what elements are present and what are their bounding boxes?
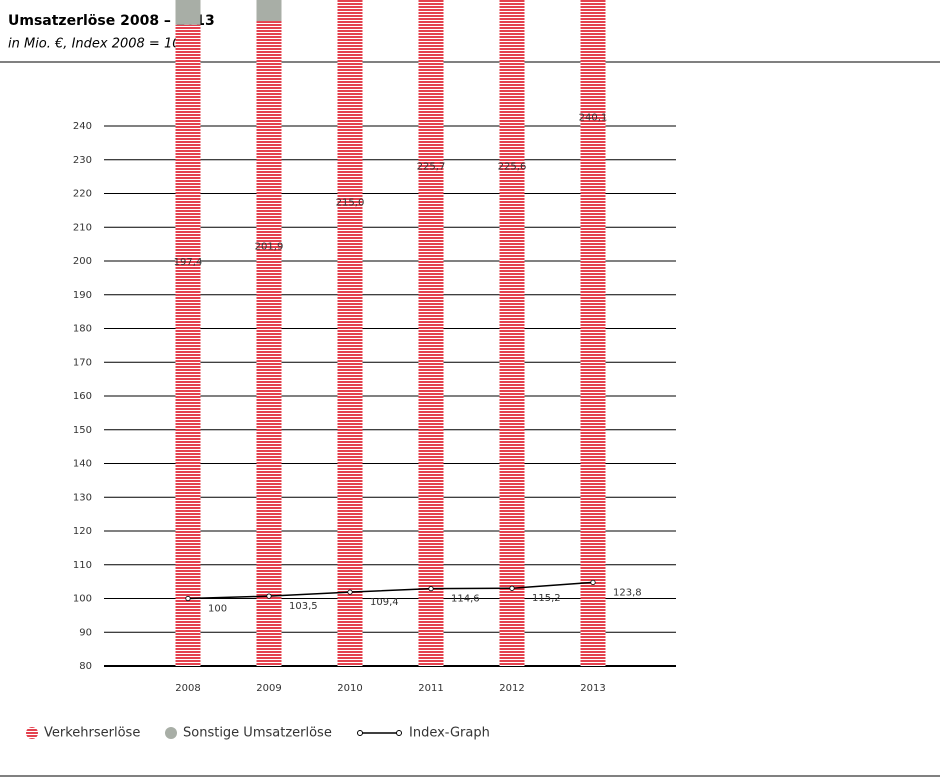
total-label: 225,6 [498,162,527,173]
bar-segment [580,0,606,666]
total-label: 215,0 [336,197,365,208]
y-tick-label: 150 [73,425,92,436]
bar-segment [175,24,201,666]
legend-label: Sonstige Umsatzerlöse [183,726,332,741]
legend-label: Verkehrserlöse [44,726,140,741]
total-label: 197,4 [174,257,203,268]
y-tick-label: 90 [79,627,92,638]
chart-subtitle: in Mio. €, Index 2008 = 100 [8,37,189,52]
legend-marker [165,727,177,739]
legend-label: Index-Graph [409,726,490,741]
index-point [347,589,353,595]
index-label: 100 [208,604,227,615]
x-tick-label: 2008 [175,683,200,694]
bar-segment [499,0,525,666]
y-tick-label: 80 [79,661,92,672]
bar-segment [418,0,444,667]
x-tick-label: 2009 [256,683,281,694]
total-label: 240,1 [579,113,608,124]
x-tick-label: 2011 [418,683,443,694]
legend-marker [396,730,402,736]
total-label: 201,9 [255,242,284,253]
y-tick-label: 190 [73,290,92,301]
y-tick-label: 120 [73,526,92,537]
bar-segment [175,0,201,25]
y-tick-label: 200 [73,256,92,267]
y-tick-label: 160 [73,391,92,402]
bar-segment [337,0,363,667]
index-point [590,579,596,586]
index-line [187,581,594,600]
chart-title: Umsatzerlöse 2008 – 2013 [8,13,215,29]
legend-marker [357,730,363,736]
y-tick-label: 110 [73,560,92,571]
x-tick-label: 2012 [499,683,524,694]
y-tick-label: 180 [73,324,92,335]
y-tick-label: 140 [73,459,92,470]
y-tick-label: 130 [73,492,92,503]
y-tick-label: 170 [73,357,92,368]
x-tick-label: 2013 [580,683,605,694]
index-point [266,593,272,599]
index-point [185,595,191,602]
index-point [509,585,515,591]
y-tick-label: 230 [73,155,92,166]
y-tick-label: 210 [73,222,92,233]
index-label: 115,2 [532,593,561,604]
index-point [428,586,434,592]
y-tick-label: 220 [73,189,92,200]
index-label: 109,4 [370,597,399,608]
x-tick-label: 2010 [337,683,362,694]
index-label: 123,8 [613,587,642,598]
y-tick-label: 240 [73,121,92,132]
index-label: 114,6 [451,594,480,605]
bar-segment [256,21,282,667]
index-label: 103,5 [289,601,318,612]
total-label: 225,7 [417,161,446,172]
y-tick-label: 100 [73,594,92,605]
bar-segment [256,0,282,22]
legend-marker [26,727,38,739]
